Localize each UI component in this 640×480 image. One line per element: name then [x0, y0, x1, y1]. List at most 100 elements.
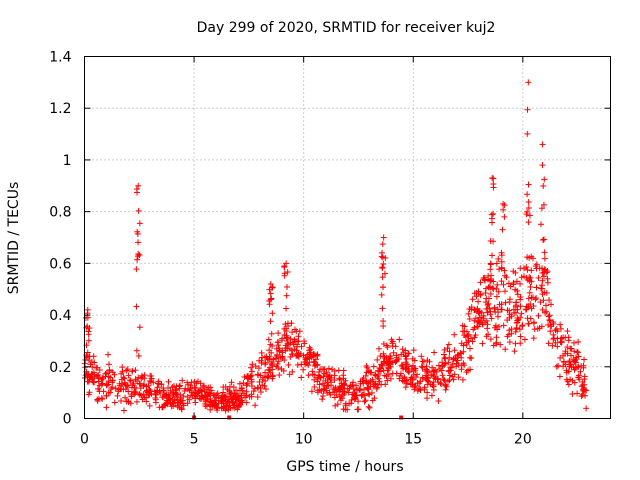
peak-point	[490, 210, 497, 217]
data-point	[122, 394, 129, 401]
peak-point	[525, 219, 532, 226]
data-point	[335, 367, 342, 374]
y-axis-label: SRMTID / TECUs	[6, 182, 22, 295]
data-point	[166, 395, 173, 402]
data-point	[549, 342, 556, 349]
data-point	[579, 391, 586, 398]
data-point	[474, 305, 481, 312]
data-point	[103, 392, 110, 399]
peak-point	[269, 342, 276, 349]
data-point	[445, 359, 452, 366]
peak-point	[268, 330, 275, 337]
data-point	[482, 290, 489, 297]
data-point	[439, 363, 446, 370]
data-point	[317, 374, 324, 381]
data-point	[410, 347, 417, 354]
data-point	[148, 372, 155, 379]
plot-frame	[84, 56, 611, 419]
peak-point	[133, 266, 140, 273]
data-point	[387, 353, 394, 360]
data-point	[377, 353, 384, 360]
data-point	[473, 293, 480, 300]
data-point	[95, 375, 102, 382]
peak-point	[490, 286, 497, 293]
data-point	[493, 334, 500, 341]
peak-point	[539, 282, 546, 289]
data-point	[251, 385, 258, 392]
data-point	[581, 386, 588, 393]
data-point	[523, 264, 530, 271]
data-point	[399, 346, 406, 353]
data-point	[444, 345, 451, 352]
data-point	[409, 375, 416, 382]
data-point	[396, 336, 403, 343]
baseline-marker	[399, 415, 404, 420]
data-point	[459, 322, 466, 329]
data-point	[424, 389, 431, 396]
data-point	[438, 367, 445, 374]
data-point	[542, 309, 549, 316]
data-point	[518, 310, 525, 317]
data-point	[306, 347, 313, 354]
data-point	[519, 322, 526, 329]
peak-point	[379, 254, 386, 261]
data-point	[266, 355, 273, 362]
data-point	[107, 374, 114, 381]
data-point	[445, 341, 452, 348]
data-point	[331, 394, 338, 401]
data-point	[506, 314, 513, 321]
data-point	[486, 283, 493, 290]
data-point	[517, 265, 524, 272]
data-point	[213, 394, 220, 401]
data-point	[308, 388, 315, 395]
peak-point	[133, 347, 140, 354]
data-point	[361, 398, 368, 405]
peak-point	[283, 292, 290, 299]
data-point	[506, 296, 513, 303]
peak-point	[284, 268, 291, 275]
data-point	[419, 364, 426, 371]
data-point	[483, 285, 490, 292]
data-point	[327, 376, 334, 383]
data-point	[482, 299, 489, 306]
data-point	[359, 377, 366, 384]
data-point	[383, 342, 390, 349]
peak-point	[282, 347, 289, 354]
data-point	[138, 392, 145, 399]
data-point	[516, 326, 523, 333]
data-point	[401, 378, 408, 385]
data-point	[533, 284, 540, 291]
data-point	[541, 255, 548, 262]
peak-point	[379, 249, 386, 256]
data-point	[278, 366, 285, 373]
x-tick-label: 0	[80, 432, 89, 448]
data-point	[222, 394, 229, 401]
data-point	[512, 309, 519, 316]
data-point	[465, 337, 472, 344]
peak-point	[540, 201, 547, 208]
peak-point	[379, 265, 386, 272]
data-point	[125, 388, 132, 395]
data-point	[106, 361, 113, 368]
peak-point	[498, 258, 505, 265]
data-point	[262, 386, 269, 393]
peak-point	[488, 215, 495, 222]
data-point	[451, 347, 458, 354]
data-point	[241, 373, 248, 380]
data-point	[363, 369, 370, 376]
data-point	[117, 397, 124, 404]
data-point	[112, 385, 119, 392]
data-point	[517, 303, 524, 310]
data-point	[439, 359, 446, 366]
data-point	[459, 376, 466, 383]
data-point	[340, 372, 347, 379]
data-point	[457, 349, 464, 356]
data-point	[546, 297, 553, 304]
data-point	[567, 361, 574, 368]
data-point	[380, 367, 387, 374]
data-point	[574, 364, 581, 371]
data-point	[423, 366, 430, 373]
peak-point	[266, 301, 273, 308]
data-point	[201, 382, 208, 389]
data-point	[139, 373, 146, 380]
